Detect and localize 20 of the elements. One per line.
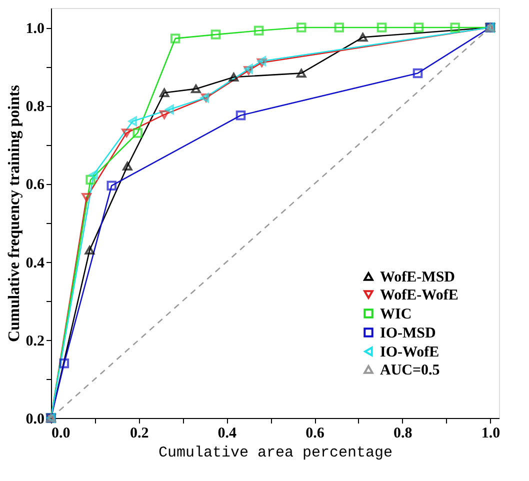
x-tick-label: 0.8 (394, 426, 412, 442)
y-tick-label: 0.6 (26, 177, 45, 194)
x-tick-label: 0.2 (130, 426, 149, 442)
x-tick-label: 1.0 (481, 426, 500, 442)
x-tick-label: 0.6 (306, 426, 325, 442)
x-axis-title: Cumulative area percentage (158, 444, 393, 462)
legend-label: AUC=0.5 (380, 362, 440, 378)
legend-label: WIC (380, 306, 412, 322)
y-tick-label: 1.0 (26, 21, 44, 38)
y-tick-label: 0.2 (26, 333, 44, 350)
legend-label: WofE-MSD (380, 270, 456, 286)
legend-label: WofE-WofE (380, 288, 458, 304)
legend-label: IO-MSD (380, 326, 436, 342)
y-tick-label: 0.4 (26, 255, 45, 272)
y-axis-title: Cumulative frequency training points (6, 84, 23, 342)
legend-label: IO-WofE (380, 344, 440, 360)
y-tick-label: 0.0 (26, 412, 44, 428)
x-tick-label: 0.0 (52, 426, 70, 442)
y-tick-label: 0.8 (26, 99, 44, 116)
x-tick-label: 0.4 (218, 426, 238, 442)
